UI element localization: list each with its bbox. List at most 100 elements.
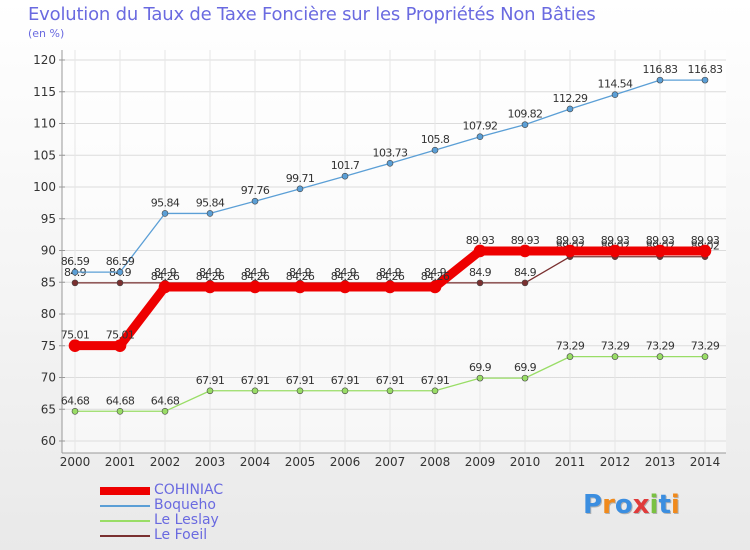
data-point-boqueho [656, 76, 664, 84]
data-point-cohiniac [518, 244, 532, 258]
data-label-cohiniac: 84.26 [331, 270, 360, 283]
data-point-cohiniac [158, 280, 172, 294]
data-label-boqueho: 86.59 [61, 255, 90, 268]
data-label-le-foeil: 84.9 [199, 266, 222, 279]
data-label-le-leslay: 67.91 [196, 374, 225, 387]
legend-label-le-leslay: Le Leslay [154, 512, 219, 528]
data-point-boqueho [341, 172, 349, 180]
x-tick-label: 2005 [285, 455, 316, 469]
data-point-le-leslay [611, 353, 619, 360]
data-label-le-leslay: 67.91 [421, 374, 450, 387]
data-point-cohiniac [203, 280, 217, 294]
data-label-boqueho: 95.84 [151, 196, 180, 209]
data-point-cohiniac [383, 280, 397, 294]
data-label-le-foeil: 84.9 [379, 266, 402, 279]
data-label-le-leslay: 67.91 [331, 374, 360, 387]
x-tick-label: 2001 [105, 455, 136, 469]
data-point-le-leslay [251, 387, 259, 395]
data-label-le-leslay: 73.29 [691, 340, 720, 353]
data-label-boqueho: 107.92 [463, 120, 498, 133]
data-point-cohiniac [653, 244, 667, 258]
data-label-cohiniac: 84.26 [241, 270, 270, 283]
data-label-cohiniac: 89.93 [466, 234, 495, 247]
legend-swatch-le-foeil [100, 535, 150, 537]
data-point-boqueho [116, 268, 124, 276]
data-point-boqueho [521, 121, 529, 128]
logo-letter: P [583, 490, 603, 520]
data-label-le-foeil: 84.9 [514, 266, 537, 279]
data-label-boqueho: 86.59 [106, 255, 135, 268]
data-label-cohiniac: 89.93 [511, 234, 540, 247]
data-label-le-leslay: 73.29 [601, 340, 630, 353]
data-point-cohiniac [68, 339, 82, 352]
data-point-le-leslay [431, 387, 439, 395]
data-label-cohiniac: 89.93 [556, 234, 585, 247]
data-point-le-leslay [71, 407, 79, 415]
data-point-cohiniac [563, 244, 577, 258]
logo-letter: t [658, 490, 671, 520]
data-point-cohiniac [608, 244, 622, 258]
data-label-cohiniac: 89.93 [691, 234, 720, 247]
data-point-le-leslay [521, 374, 529, 382]
data-label-boqueho: 97.76 [241, 184, 270, 197]
y-tick-label: 75 [41, 339, 56, 353]
y-tick-label: 105 [33, 148, 56, 162]
x-tick-label: 2013 [645, 455, 676, 469]
legend-swatch-le-leslay [100, 520, 150, 522]
data-label-boqueho: 116.83 [688, 63, 723, 76]
legend-swatch-cohiniac [100, 487, 150, 495]
data-label-cohiniac: 89.93 [646, 234, 675, 247]
data-point-boqueho [206, 210, 214, 217]
data-label-le-foeil: 84.9 [469, 266, 492, 279]
y-tick-label: 120 [33, 53, 56, 67]
unit-label: (en %) [28, 27, 65, 40]
legend-label-cohiniac: COHINIAC [154, 482, 224, 498]
data-point-boqueho [251, 197, 259, 205]
data-point-le-foeil [521, 279, 529, 287]
y-tick-label: 100 [33, 180, 56, 194]
data-point-boqueho [431, 146, 439, 154]
data-label-le-leslay: 64.68 [61, 394, 90, 407]
data-label-le-foeil: 84.9 [154, 266, 177, 279]
data-point-cohiniac [428, 280, 442, 294]
data-label-boqueho: 112.29 [553, 92, 588, 105]
data-point-boqueho [386, 160, 394, 167]
y-tick-label: 115 [33, 85, 56, 99]
x-tick-label: 2009 [465, 455, 496, 469]
x-tick-label: 2008 [420, 455, 451, 469]
x-tick-label: 2006 [330, 455, 361, 469]
data-point-cohiniac [338, 280, 352, 294]
data-label-boqueho: 99.71 [286, 172, 315, 185]
data-point-boqueho [296, 185, 304, 193]
data-point-le-leslay [341, 387, 349, 395]
data-point-cohiniac [473, 244, 487, 258]
data-label-le-leslay: 73.29 [556, 340, 585, 353]
y-tick-label: 85 [41, 275, 56, 289]
data-label-le-foeil: 84.9 [244, 266, 267, 279]
data-point-le-leslay [566, 353, 574, 360]
x-tick-label: 2014 [690, 455, 721, 469]
data-label-le-leslay: 67.91 [241, 374, 270, 387]
data-label-boqueho: 105.8 [421, 133, 450, 146]
data-label-cohiniac: 84.26 [376, 270, 405, 283]
data-label-boqueho: 114.54 [598, 78, 633, 91]
logo-letter: i [670, 490, 680, 520]
data-label-le-foeil: 84.9 [334, 266, 357, 279]
data-point-le-leslay [386, 387, 394, 395]
data-label-le-leslay: 69.9 [469, 361, 492, 374]
legend-swatch-boqueho [100, 505, 150, 507]
data-label-le-leslay: 64.68 [151, 394, 180, 407]
proxiti-logo: Proxiti [583, 490, 680, 520]
logo-letter: i [649, 490, 659, 520]
data-label-boqueho: 101.7 [331, 159, 360, 172]
data-label-le-leslay: 67.91 [376, 374, 405, 387]
data-point-le-leslay [476, 374, 484, 382]
data-label-cohiniac: 75.01 [106, 329, 135, 342]
data-point-le-leslay [206, 387, 214, 395]
data-label-cohiniac: 84.26 [421, 270, 450, 283]
data-point-le-leslay [161, 407, 169, 415]
data-label-boqueho: 95.84 [196, 196, 225, 209]
x-tick-label: 2010 [510, 455, 541, 469]
data-point-le-foeil [476, 279, 484, 287]
y-tick-label: 110 [33, 117, 56, 131]
